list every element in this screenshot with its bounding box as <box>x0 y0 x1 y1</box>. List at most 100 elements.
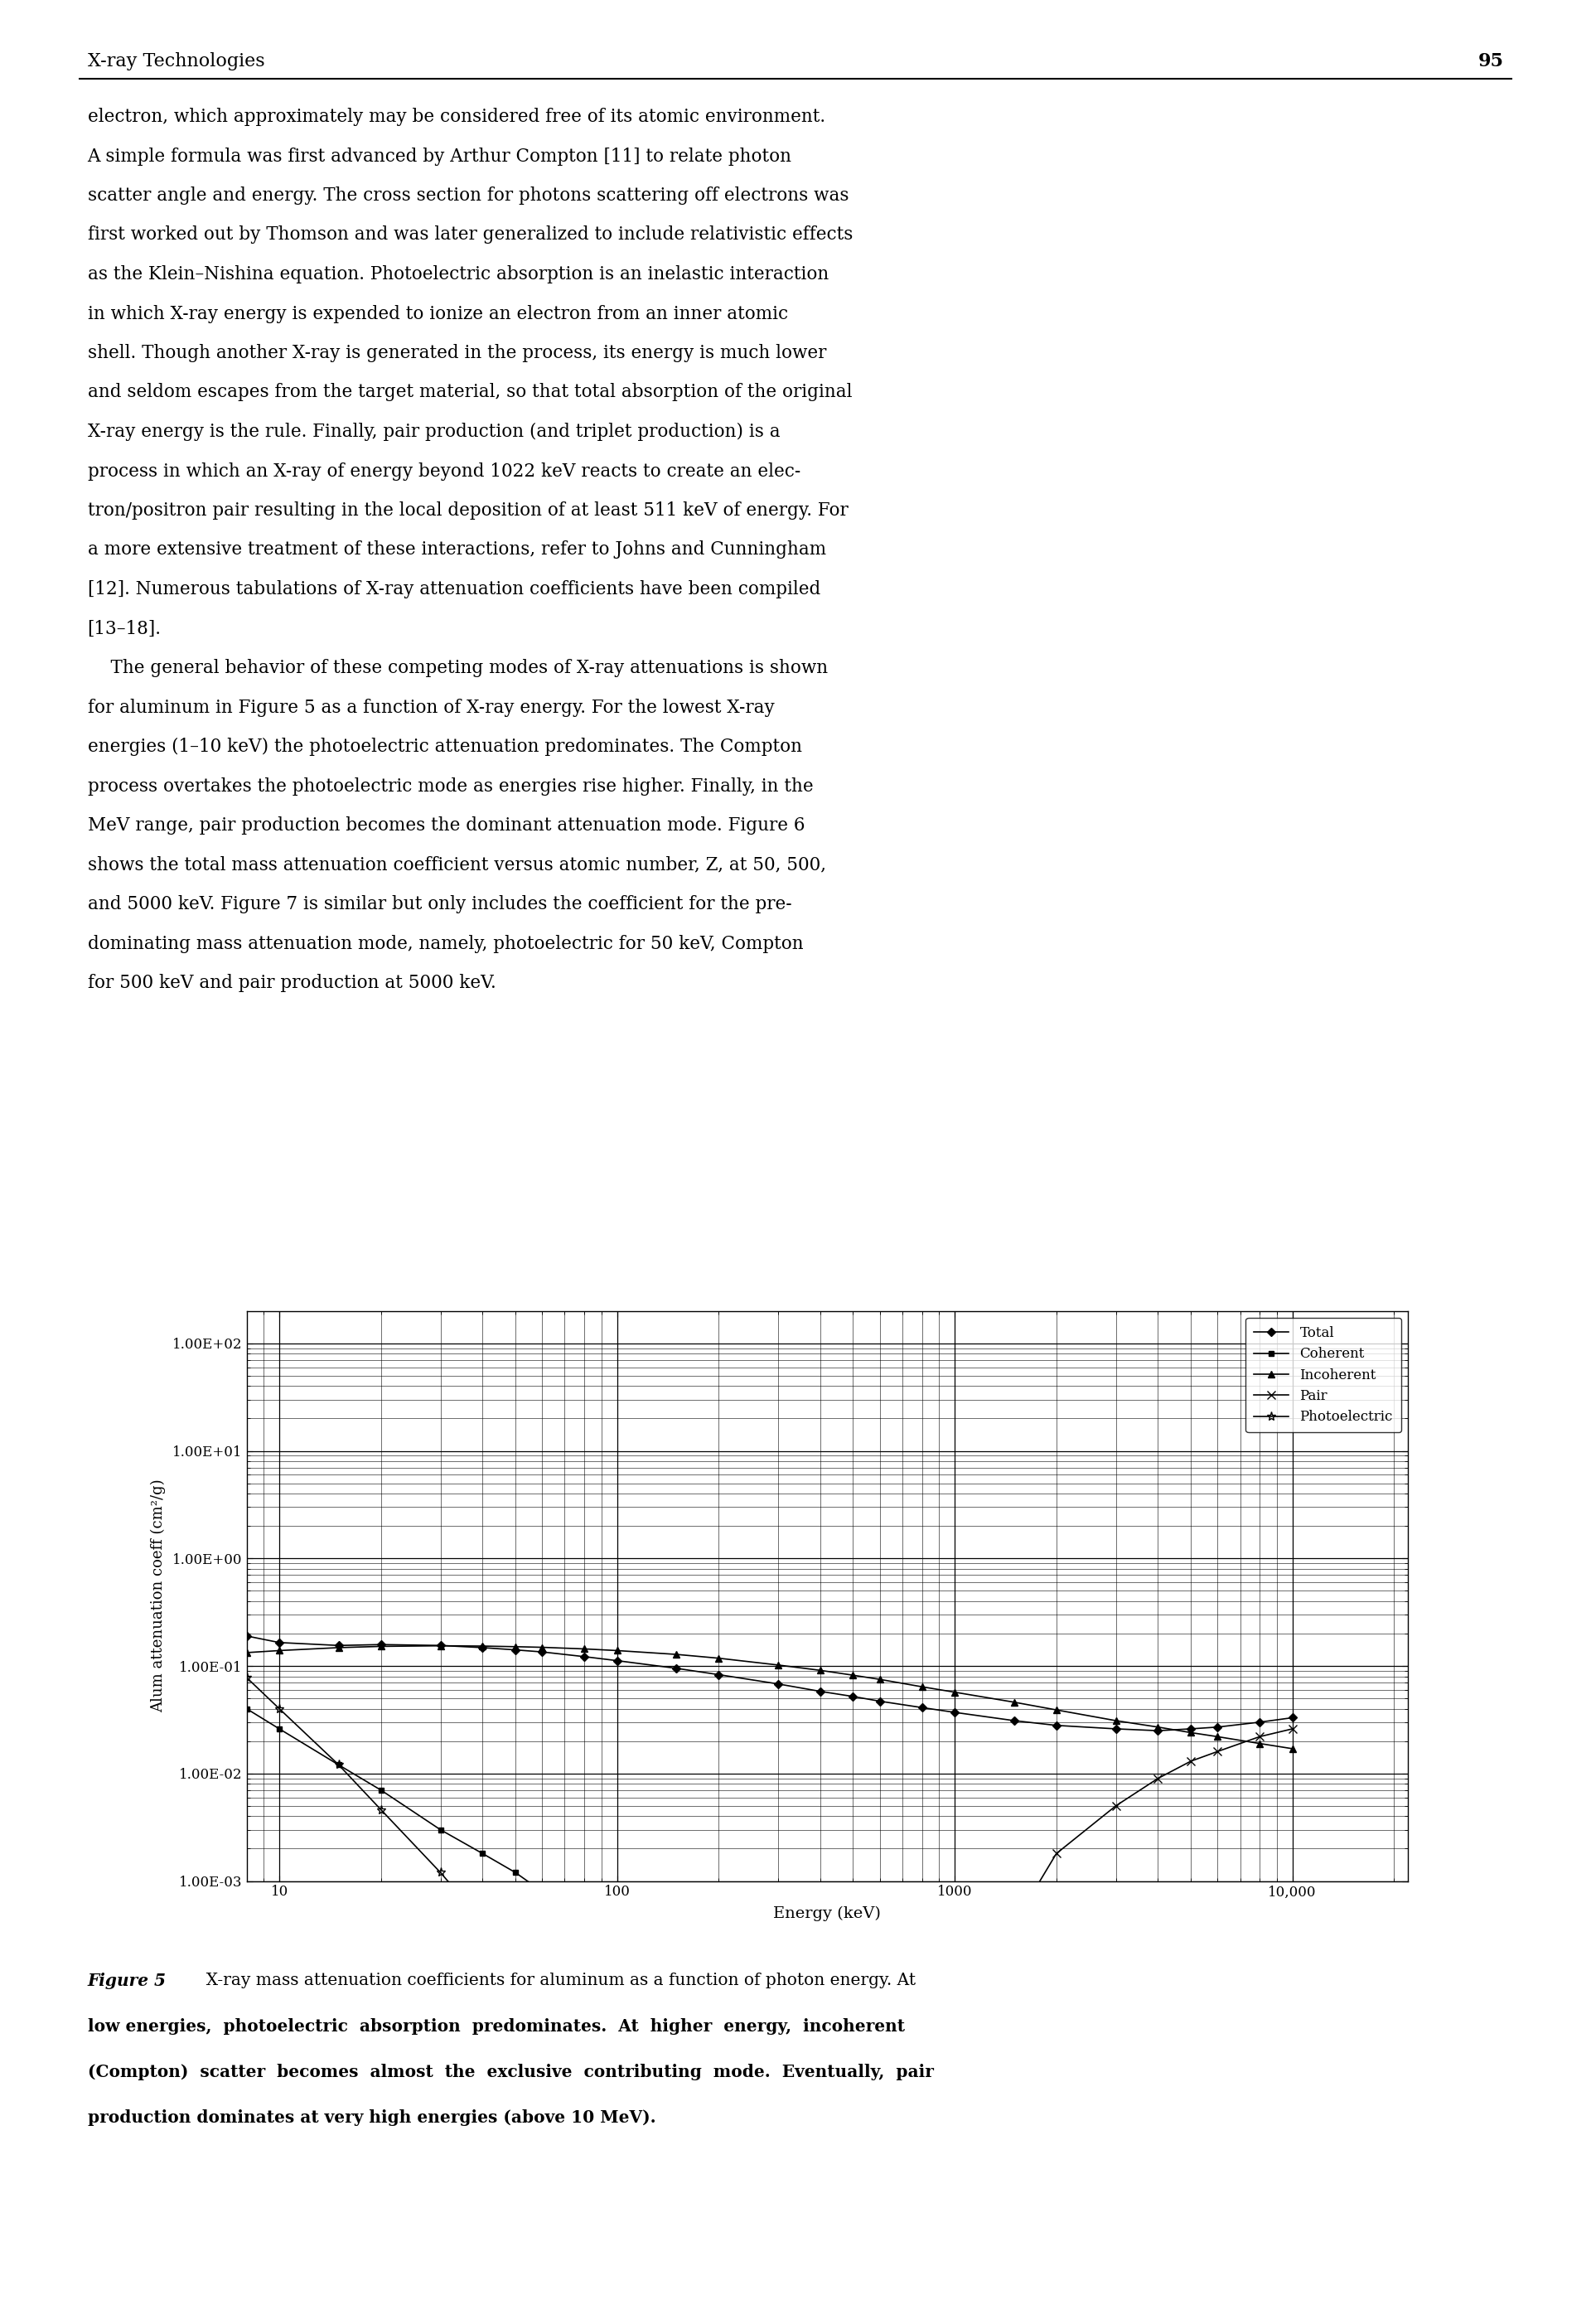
Line: Pair: Pair <box>1010 1724 1297 1929</box>
Total <box>574 1643 593 1671</box>
Photoelectric <box>533 1975 552 2003</box>
Coherent <box>768 1992 788 2020</box>
Text: low energies,  photoelectric  absorption  predominates.  At  higher  energy,  in: low energies, photoelectric absorption p… <box>88 2017 905 2036</box>
Total <box>135 1559 154 1587</box>
Incoherent <box>473 1631 492 1659</box>
Total <box>811 1678 831 1706</box>
Coherent <box>710 1961 729 1989</box>
Total <box>506 1636 525 1664</box>
Y-axis label: Alum attenuation coeff (cm²/g): Alum attenuation coeff (cm²/g) <box>151 1480 165 1713</box>
Incoherent <box>1004 1687 1023 1715</box>
Incoherent <box>768 1650 788 1678</box>
Incoherent <box>194 1643 213 1671</box>
Text: The general behavior of these competing modes of X-ray attenuations is shown: The general behavior of these competing … <box>88 660 827 676</box>
Total <box>1149 1717 1168 1745</box>
Text: [12]. Numerous tabulations of X-ray attenuation coefficients have been compiled: [12]. Numerous tabulations of X-ray atte… <box>88 581 821 597</box>
Text: energies (1–10 keV) the photoelectric attenuation predominates. The Compton: energies (1–10 keV) the photoelectric at… <box>88 737 802 755</box>
Incoherent <box>329 1634 348 1662</box>
Text: first worked out by Thomson and was later generalized to include relativistic ef: first worked out by Thomson and was late… <box>88 225 853 244</box>
Total <box>608 1648 627 1676</box>
Total <box>1047 1710 1066 1738</box>
Coherent <box>169 1652 188 1680</box>
Total <box>473 1634 492 1662</box>
Incoherent <box>1181 1720 1200 1748</box>
Total <box>710 1662 729 1690</box>
Incoherent <box>608 1636 627 1664</box>
Total <box>667 1655 686 1683</box>
Incoherent <box>371 1631 390 1659</box>
Photoelectric <box>574 2022 593 2050</box>
Total <box>237 1622 256 1650</box>
Coherent <box>135 1634 154 1662</box>
Photoelectric <box>608 2057 627 2085</box>
Photoelectric <box>135 1571 154 1599</box>
Incoherent <box>667 1641 686 1669</box>
Pair <box>1282 1715 1301 1743</box>
Coherent <box>329 1750 348 1778</box>
Incoherent <box>0 1673 11 1701</box>
Incoherent <box>945 1678 964 1706</box>
Total <box>1282 1703 1301 1731</box>
Line: Incoherent: Incoherent <box>0 1643 1295 1752</box>
Photoelectric <box>667 2110 686 2138</box>
Text: (Compton)  scatter  becomes  almost  the  exclusive  contributing  mode.  Eventu: (Compton) scatter becomes almost the exc… <box>88 2064 934 2080</box>
Text: for aluminum in Figure 5 as a function of X-ray energy. For the lowest X-ray: for aluminum in Figure 5 as a function o… <box>88 697 775 716</box>
Text: MeV range, pair production becomes the dominant attenuation mode. Figure 6: MeV range, pair production becomes the d… <box>88 816 805 834</box>
Coherent <box>533 1878 552 1906</box>
Incoherent <box>94 1657 113 1685</box>
Text: production dominates at very high energies (above 10 MeV).: production dominates at very high energi… <box>88 2110 655 2126</box>
Total <box>870 1687 889 1715</box>
Photoelectric <box>431 1859 450 1887</box>
Incoherent <box>710 1645 729 1673</box>
Incoherent <box>169 1645 188 1673</box>
Total <box>1208 1713 1227 1741</box>
Total <box>329 1631 348 1659</box>
Incoherent <box>1282 1734 1301 1762</box>
Total <box>1181 1715 1200 1743</box>
Incoherent <box>1106 1706 1125 1734</box>
Total <box>1004 1706 1023 1734</box>
Incoherent <box>533 1634 552 1662</box>
Text: electron, which approximately may be considered free of its atomic environment.: electron, which approximately may be con… <box>88 107 826 125</box>
Incoherent <box>237 1638 256 1666</box>
Pair <box>1149 1764 1168 1792</box>
Incoherent <box>1047 1697 1066 1724</box>
Text: Figure 5: Figure 5 <box>88 1973 165 1989</box>
Incoherent <box>913 1673 932 1701</box>
Total <box>0 1436 11 1464</box>
Incoherent <box>843 1662 862 1690</box>
Total <box>843 1683 862 1710</box>
Line: Coherent: Coherent <box>0 1576 781 2008</box>
Photoelectric <box>237 1664 256 1692</box>
Coherent <box>371 1776 390 1803</box>
Text: X-ray energy is the rule. Finally, pair production (and triplet production) is a: X-ray energy is the rule. Finally, pair … <box>88 423 780 442</box>
Total <box>1106 1715 1125 1743</box>
Photoelectric <box>473 1908 492 1936</box>
Total <box>913 1694 932 1722</box>
Text: shows the total mass attenuation coefficient versus atomic number, Z, at 50, 500: shows the total mass attenuation coeffic… <box>88 855 826 874</box>
Incoherent <box>506 1634 525 1662</box>
Coherent <box>0 1576 11 1604</box>
Total <box>33 1473 53 1501</box>
Photoelectric <box>169 1601 188 1629</box>
Coherent <box>473 1841 492 1868</box>
Photoelectric <box>768 2201 788 2229</box>
Photoelectric <box>194 1624 213 1652</box>
Text: shell. Though another X-ray is generated in the process, its energy is much lowe: shell. Though another X-ray is generated… <box>88 344 826 363</box>
Pair <box>1004 1910 1023 1938</box>
Photoelectric <box>0 1441 11 1469</box>
Coherent <box>431 1815 450 1843</box>
Text: process in which an X-ray of energy beyond 1022 keV reacts to create an elec-: process in which an X-ray of energy beyo… <box>88 462 800 481</box>
Text: A simple formula was first advanced by Arthur Compton [11] to relate photon: A simple formula was first advanced by A… <box>88 146 792 165</box>
Total <box>768 1671 788 1699</box>
Text: for 500 keV and pair production at 5000 keV.: for 500 keV and pair production at 5000 … <box>88 974 496 992</box>
Coherent <box>33 1585 53 1613</box>
Total <box>431 1631 450 1659</box>
Photoelectric <box>329 1750 348 1778</box>
Photoelectric <box>710 2150 729 2178</box>
Pair <box>1208 1738 1227 1766</box>
Coherent <box>608 1924 627 1952</box>
Incoherent <box>1149 1713 1168 1741</box>
Text: in which X-ray energy is expended to ionize an electron from an inner atomic: in which X-ray energy is expended to ion… <box>88 304 788 323</box>
Coherent <box>667 1943 686 1971</box>
